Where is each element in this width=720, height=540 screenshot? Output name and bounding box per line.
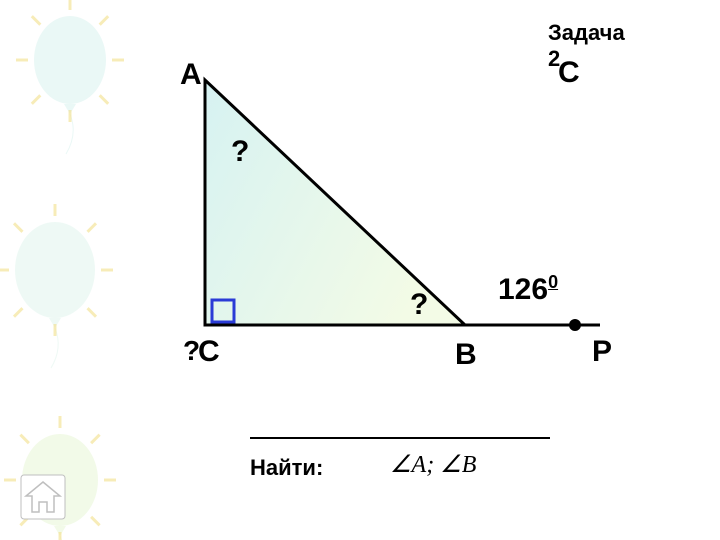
exterior-angle-value-126: 1260 — [498, 272, 558, 307]
task-title: Задача — [548, 20, 625, 46]
find-label: Найти: — [250, 455, 323, 480]
question-mark-near-c: ? — [183, 335, 200, 367]
home-button[interactable] — [20, 474, 66, 520]
find-row: Найти: ∠A; ∠B — [250, 455, 630, 481]
stray-label-c-top: С — [558, 56, 580, 90]
find-separator-line — [250, 437, 550, 439]
find-expression: ∠A; ∠B — [390, 450, 476, 479]
vertex-label-a: A — [180, 58, 202, 92]
question-mark-angle-a: ? — [231, 135, 249, 169]
point-p-marker — [569, 319, 581, 331]
home-icon — [20, 474, 66, 520]
question-mark-angle-b: ? — [410, 288, 428, 322]
point-label-p: P — [592, 335, 612, 369]
vertex-label-b: B — [455, 338, 477, 372]
vertex-label-c: С — [198, 335, 220, 369]
